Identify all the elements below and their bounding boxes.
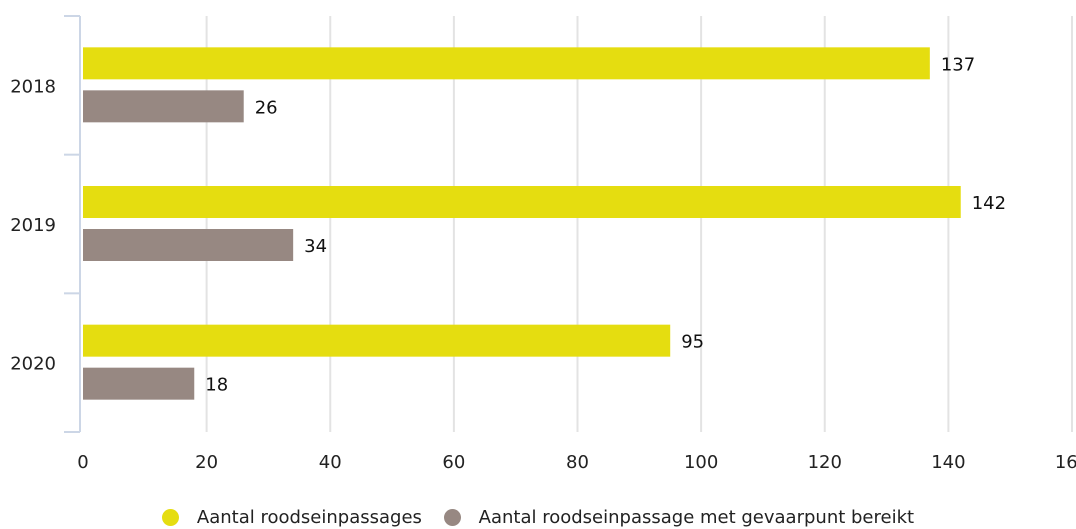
axis-tick-labels: 0 20 40 60 80 100 120 140 160 2018 2019 2020: [10, 76, 1076, 473]
data-labels: 137 26 142 34 95 18: [205, 54, 1006, 395]
data-label-2019-series-1: 142: [972, 193, 1006, 214]
bar-2019-series-1: [83, 186, 961, 218]
bar-chart: 137 26 142 34 95 18 0 20 40 60 80 100 120 140 160 2018…: [10, 15, 1076, 473]
legend-item-series-2: Aantal roodseinpassage met gevaarpunt be…: [443, 506, 915, 529]
x-tick-label-40: 40: [319, 452, 342, 473]
x-tick-label-140: 140: [931, 452, 965, 473]
y-tick-label-2019: 2019: [10, 215, 56, 236]
legend-item-series-1: Aantal roodseinpassages: [161, 506, 422, 529]
legend-swatch-series-2: [443, 509, 461, 526]
x-tick-label-160: 160: [1055, 452, 1076, 473]
data-label-2018-series-2: 26: [255, 97, 278, 118]
legend-swatch-series-1: [161, 509, 179, 526]
x-tick-label-120: 120: [808, 452, 842, 473]
data-label-2018-series-1: 137: [941, 54, 975, 75]
x-tick-label-0: 0: [77, 452, 88, 473]
bar-2018-series-1: [83, 47, 930, 80]
x-tick-label-80: 80: [566, 452, 589, 473]
y-tick-label-2018: 2018: [10, 76, 56, 97]
bar-2020-series-2: [83, 367, 195, 400]
y-axis: [64, 15, 81, 433]
bar-2020-series-1: [83, 324, 671, 357]
legend-label-series-2: Aantal roodseinpassage met gevaarpunt be…: [478, 507, 915, 528]
bar-2019-series-2: [83, 229, 294, 261]
legend-label-series-1: Aantal roodseinpassages: [196, 507, 422, 528]
x-tick-label-20: 20: [195, 452, 218, 473]
gridlines: [205, 16, 1073, 432]
bars: [83, 47, 961, 400]
bar-2018-series-2: [83, 90, 244, 123]
chart-legend: Aantal roodseinpassages Aantal roodseinp…: [0, 506, 1076, 529]
y-tick-label-2020: 2020: [10, 354, 56, 375]
x-tick-label-100: 100: [684, 452, 718, 473]
data-label-2019-series-2: 34: [304, 236, 327, 257]
data-label-2020-series-1: 95: [681, 332, 704, 353]
data-label-2020-series-2: 18: [205, 375, 228, 396]
x-tick-label-60: 60: [442, 452, 465, 473]
